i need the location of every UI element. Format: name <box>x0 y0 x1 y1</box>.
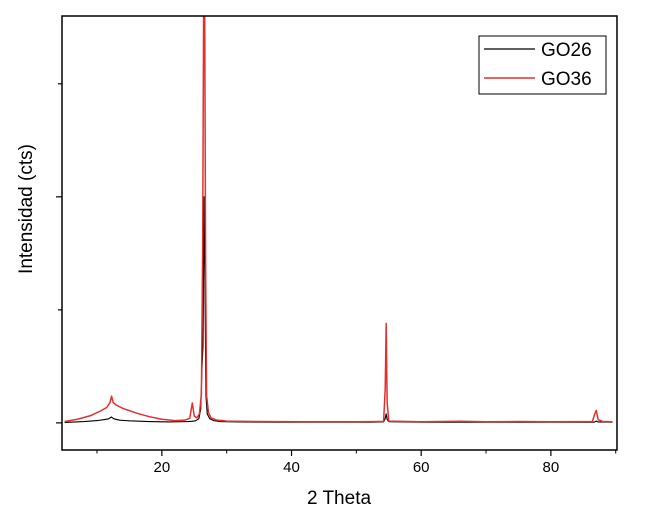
y-axis-ticks <box>56 83 62 424</box>
legend: GO26 GO36 <box>478 35 607 95</box>
x-tick-label: 40 <box>283 459 300 476</box>
legend-label-go36: GO36 <box>541 69 592 90</box>
x-axis-ticks <box>96 450 617 456</box>
series-line-go36 <box>64 16 613 423</box>
x-tick-label: 60 <box>413 459 430 476</box>
x-tick-label: 20 <box>154 459 171 476</box>
x-axis-tick-labels: 20 40 60 80 <box>154 459 560 476</box>
legend-label-go26: GO26 <box>541 40 592 61</box>
legend-box <box>478 35 607 95</box>
series-layer <box>64 16 613 423</box>
x-tick-label: 80 <box>543 459 560 476</box>
series-line-go26 <box>64 196 613 423</box>
plot-frame <box>61 15 618 451</box>
x-axis-label: 2 Theta <box>307 488 372 509</box>
y-axis-label: Intensidad (cts) <box>16 144 37 274</box>
